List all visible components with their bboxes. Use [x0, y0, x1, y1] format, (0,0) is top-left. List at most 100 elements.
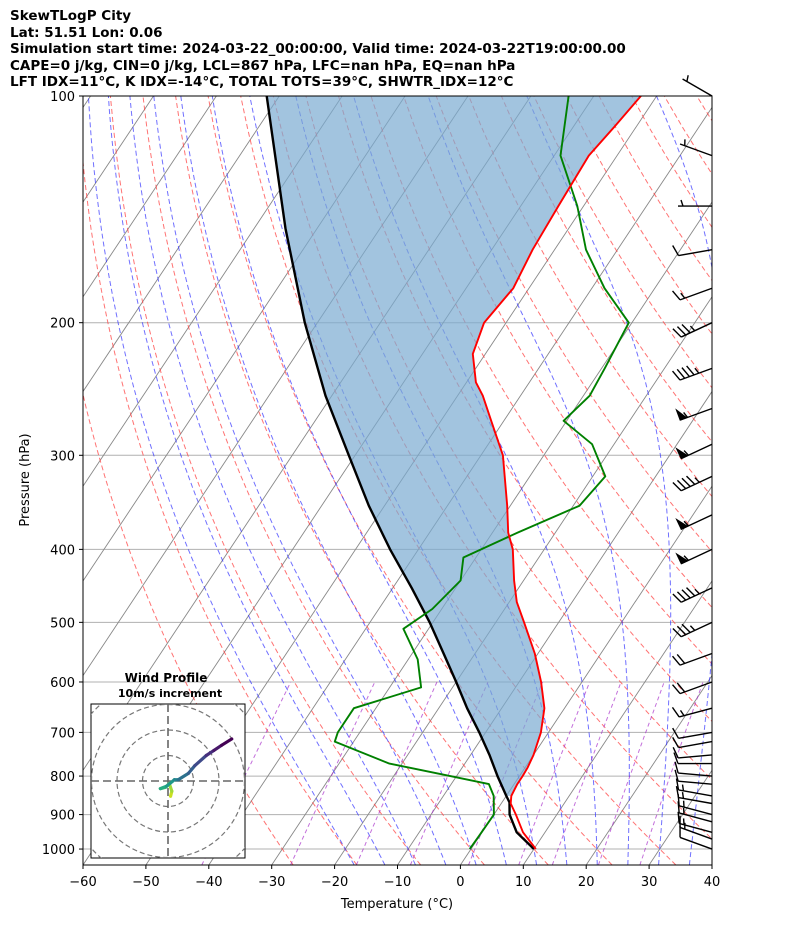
moist-adiabat-line [427, 96, 630, 865]
wind-barb [675, 548, 713, 565]
y-tick-label: 100 [50, 90, 75, 105]
moist-adiabat-line [526, 96, 672, 865]
hodograph-segment [193, 753, 208, 768]
y-tick-label: 800 [50, 770, 75, 785]
chart-header: SkewTLogP City Lat: 51.51 Lon: 0.06 Simu… [10, 8, 790, 91]
wind-barb [671, 287, 713, 301]
wind-barb [679, 139, 713, 157]
mixing-ratio-line [518, 681, 591, 865]
x-tick-label: 10 [515, 875, 532, 890]
isotherm-line [711, 864, 712, 865]
wind-barb [677, 811, 713, 833]
y-tick-label: 400 [50, 543, 75, 558]
wind-barb [672, 737, 713, 749]
x-tick-label: −40 [195, 875, 222, 890]
moist-adiabat-line [129, 96, 416, 865]
dewpoint-line [333, 96, 630, 850]
wind-barb [675, 785, 713, 805]
wind-barb [672, 621, 713, 638]
stability-indices-line: CAPE=0 j/kg, CIN=0 j/kg, LCL=867 hPa, LF… [10, 57, 516, 74]
wind-barb [672, 727, 713, 739]
wind-barb [675, 514, 713, 530]
simulation-time-line: Simulation start time: 2024-03-22_00:00:… [10, 41, 626, 57]
dry-adiabat-line [696, 96, 712, 122]
mixing-ratio-line [639, 681, 704, 865]
wind-barb [672, 747, 713, 759]
x-axis-label: Temperature (°C) [340, 897, 453, 912]
y-tick-label: 900 [50, 809, 75, 824]
mixing-ratio-line [409, 681, 489, 865]
isotherm-line [83, 96, 280, 393]
hodograph-ring [91, 704, 245, 858]
hodograph-subtitle: 10m/s increment [118, 687, 222, 700]
wind-barb [675, 443, 713, 460]
dry-adiabat-line [468, 96, 712, 498]
wind-barb [672, 587, 713, 603]
y-tick-label: 1000 [42, 843, 75, 858]
x-tick-label: −30 [258, 875, 285, 890]
axes: −60 −50 −40 −30 −20 −10 0 10 20 30 40 1000 900 800 700… [42, 90, 720, 890]
wind-barbs [671, 75, 713, 850]
isotherm-line [271, 201, 712, 865]
index-values-line: LFT IDX=11°C, K IDX=-14°C, TOTAL TOTS=39… [10, 74, 514, 90]
dry-adiabat-line [729, 96, 794, 865]
wind-barb [674, 761, 713, 777]
x-tick-label: 20 [578, 875, 595, 890]
x-tick-label: 40 [704, 875, 721, 890]
wind-barb [672, 322, 713, 338]
x-tick-label: −20 [321, 875, 348, 890]
hodograph-segment [186, 764, 197, 775]
hodograph-segment [165, 778, 176, 788]
moist-adiabat-line [211, 96, 507, 865]
isotherm-line [648, 769, 712, 865]
isotherm-line [83, 96, 91, 109]
y-tick-label: 200 [50, 317, 75, 332]
wind-barb [671, 706, 713, 718]
isotherm-line [83, 96, 217, 298]
dry-adiabat-line [83, 157, 358, 865]
mixing-ratio-line [597, 681, 665, 865]
wind-barb [673, 752, 712, 765]
dry-adiabat-line [83, 392, 294, 865]
moist-adiabat-line [153, 96, 447, 865]
dry-adiabat-line [175, 96, 549, 865]
moist-adiabat-line [107, 96, 386, 865]
isotherm-line [585, 674, 712, 865]
hodograph-inset: Wind Profile 10m/s increment [90, 671, 246, 859]
wind-barb [671, 652, 713, 666]
y-tick-label: 700 [50, 726, 75, 741]
mixing-ratio-line [355, 681, 438, 865]
hodograph-segment [219, 737, 234, 747]
isotherm-line [460, 485, 712, 865]
wind-barb [682, 75, 713, 97]
dry-adiabat-line [207, 96, 613, 865]
dry-adiabat-line [435, 96, 712, 553]
isotherm-line [83, 96, 343, 488]
temperature-line [471, 96, 642, 850]
y-tick-label: 600 [50, 676, 75, 691]
y-tick-label: 500 [50, 616, 75, 631]
moist-adiabat-line [87, 96, 355, 865]
hodograph-segment [176, 771, 190, 782]
dry-adiabat-line [598, 96, 712, 282]
location-line: Lat: 51.51 Lon: 0.06 [10, 24, 163, 41]
x-tick-label: −60 [69, 875, 96, 890]
moist-adiabat-line [720, 96, 794, 865]
x-tick-label: −10 [384, 875, 411, 890]
dry-adiabat-line [762, 96, 794, 865]
x-tick-label: 30 [641, 875, 658, 890]
wind-barb [678, 199, 712, 207]
dry-adiabat-line [631, 96, 712, 229]
y-tick-label: 300 [50, 449, 75, 464]
wind-barb [674, 769, 713, 785]
moist-adiabat-line [180, 96, 477, 865]
isotherm-line [522, 580, 712, 865]
wind-barb [679, 815, 713, 840]
dry-adiabat-line [142, 96, 485, 865]
mixing-ratio-line [551, 681, 622, 865]
isotherm-line [334, 295, 712, 865]
x-tick-label: −50 [132, 875, 159, 890]
wind-barb [671, 681, 713, 695]
chart-title: SkewTLogP City [10, 8, 132, 24]
